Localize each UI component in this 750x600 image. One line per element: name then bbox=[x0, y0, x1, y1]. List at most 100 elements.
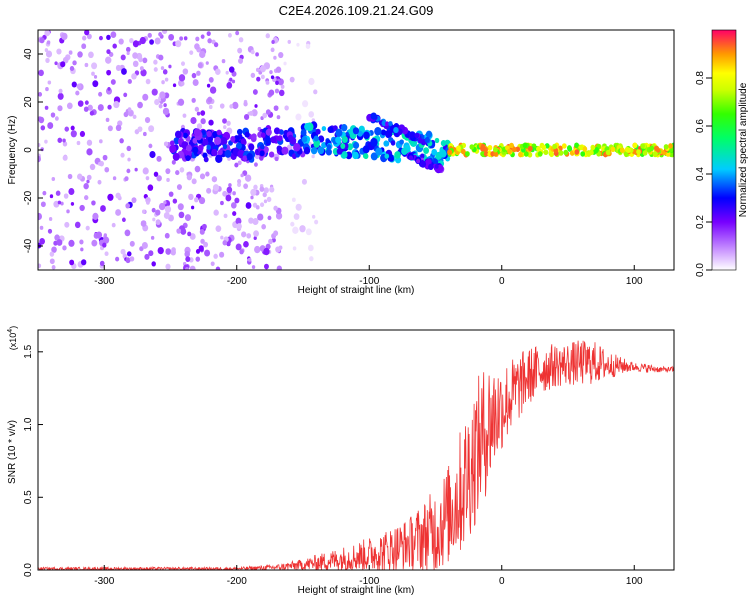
heat-cell bbox=[261, 224, 266, 230]
heat-cell bbox=[155, 209, 161, 216]
heat-cell bbox=[184, 250, 190, 258]
heat-cell bbox=[68, 188, 75, 195]
y-tick-label: 20 bbox=[23, 96, 34, 108]
heat-cell bbox=[179, 36, 184, 41]
heat-cell bbox=[480, 145, 485, 152]
heat-cell bbox=[44, 48, 49, 53]
heat-cell bbox=[145, 200, 150, 205]
heat-cell bbox=[250, 188, 257, 196]
heat-cell bbox=[263, 263, 269, 270]
heat-cell bbox=[107, 125, 113, 132]
heat-cell bbox=[45, 86, 49, 92]
heat-cell bbox=[336, 147, 343, 155]
heat-cell bbox=[515, 146, 521, 152]
heat-cell bbox=[200, 110, 206, 116]
heat-cell bbox=[440, 140, 447, 147]
heat-cell bbox=[384, 153, 390, 159]
heat-cell bbox=[431, 148, 438, 156]
heat-cell bbox=[374, 127, 382, 136]
heat-cell bbox=[202, 138, 209, 146]
heat-cell bbox=[194, 43, 200, 50]
heat-cell bbox=[205, 61, 209, 65]
heat-cell bbox=[193, 128, 201, 137]
heat-cell bbox=[112, 43, 117, 49]
heat-cell bbox=[124, 176, 129, 182]
heat-cell bbox=[292, 246, 297, 251]
heat-cell bbox=[256, 76, 261, 82]
heat-cell bbox=[80, 247, 84, 252]
heat-cell bbox=[211, 176, 218, 183]
heat-cell bbox=[341, 151, 348, 159]
heat-cell bbox=[87, 104, 93, 111]
heat-cell bbox=[248, 217, 254, 224]
heat-cell bbox=[223, 125, 227, 130]
x-tick-label: -200 bbox=[227, 576, 247, 587]
heat-cell bbox=[434, 137, 440, 144]
heat-cell bbox=[58, 88, 63, 94]
heat-cell bbox=[222, 143, 228, 150]
heat-cell bbox=[184, 266, 190, 270]
snr-y-multiplier: (x104) bbox=[7, 326, 18, 350]
heat-cell bbox=[224, 149, 232, 158]
heat-cell bbox=[150, 235, 155, 240]
heat-cell bbox=[66, 209, 70, 214]
heat-cell bbox=[199, 50, 206, 59]
heat-cell bbox=[158, 54, 164, 61]
heat-cell bbox=[199, 173, 206, 180]
heat-cell bbox=[213, 209, 219, 216]
heat-cell bbox=[289, 76, 295, 83]
heat-cell bbox=[163, 103, 167, 108]
heat-cell bbox=[112, 176, 117, 181]
heat-cell bbox=[271, 40, 275, 45]
heat-cell bbox=[229, 77, 233, 82]
heat-cell bbox=[305, 228, 312, 236]
heat-cell bbox=[69, 65, 75, 72]
heat-cell bbox=[38, 212, 42, 221]
heat-cell bbox=[198, 196, 206, 205]
heat-cell bbox=[74, 221, 81, 229]
heat-cell bbox=[251, 133, 257, 140]
heat-cell bbox=[200, 238, 205, 244]
heat-cell bbox=[206, 187, 212, 194]
heat-cell bbox=[104, 167, 110, 173]
heat-cell bbox=[164, 205, 172, 213]
snr-multiplier-base: (x10 bbox=[8, 333, 18, 351]
heat-cell bbox=[68, 50, 73, 55]
heat-cell bbox=[215, 225, 222, 232]
heat-cell bbox=[45, 57, 50, 63]
heat-cell bbox=[145, 176, 150, 181]
heat-cell bbox=[137, 101, 143, 109]
heat-cell bbox=[115, 256, 120, 262]
heat-cell bbox=[132, 60, 139, 68]
heat-cell bbox=[93, 75, 98, 79]
heat-cell bbox=[126, 145, 132, 152]
heat-cell bbox=[50, 112, 56, 118]
heat-cell bbox=[97, 104, 104, 112]
heat-cell bbox=[156, 175, 162, 182]
heat-cell bbox=[115, 64, 122, 71]
heat-cell bbox=[580, 151, 586, 157]
heat-cell bbox=[144, 253, 150, 260]
heat-cell bbox=[97, 179, 102, 185]
heat-cell bbox=[219, 103, 225, 109]
heat-cell bbox=[44, 105, 49, 110]
snr-x-label: Height of straight line (km) bbox=[298, 585, 415, 596]
heat-cell bbox=[536, 146, 541, 152]
heat-cell bbox=[158, 103, 163, 109]
heat-cell bbox=[230, 202, 237, 209]
heat-cell bbox=[255, 67, 260, 72]
heat-cell bbox=[164, 77, 169, 82]
heat-cell bbox=[177, 98, 185, 106]
heat-cell bbox=[105, 56, 112, 64]
heat-cell bbox=[206, 83, 211, 88]
heat-cell bbox=[254, 104, 258, 108]
heat-cell bbox=[308, 77, 315, 86]
heat-cell bbox=[156, 155, 162, 162]
heat-cell bbox=[273, 230, 279, 237]
heat-cell bbox=[120, 248, 126, 255]
heat-cell bbox=[120, 152, 125, 158]
heat-cell bbox=[232, 191, 236, 196]
heat-cell bbox=[460, 148, 466, 155]
heat-cell bbox=[255, 205, 260, 210]
